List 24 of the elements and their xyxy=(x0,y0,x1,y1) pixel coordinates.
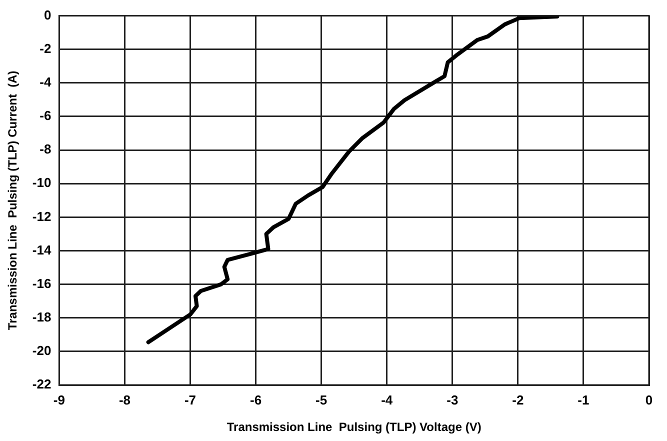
y-tick-label: -10 xyxy=(32,175,52,190)
x-tick-label: -8 xyxy=(118,392,131,408)
x-axis-title: Transmission Line Pulsing (TLP) Voltage (V) xyxy=(226,420,482,434)
x-tick-label: -9 xyxy=(53,392,65,408)
y-tick-label: -20 xyxy=(32,343,52,358)
x-tick-label: -1 xyxy=(578,392,590,408)
y-tick-label: -8 xyxy=(40,142,52,157)
x-tick-label: -7 xyxy=(184,392,196,408)
x-tick-label: -2 xyxy=(512,392,524,408)
x-tick-label: -6 xyxy=(250,392,262,408)
y-axis-title: Transmission Line Pulsing (TLP) Current (A) xyxy=(6,70,20,330)
y-tick-label: 0 xyxy=(44,7,52,22)
y-tick-label: -12 xyxy=(32,208,52,224)
y-tick-label: -22 xyxy=(32,376,52,392)
x-tick-label: -3 xyxy=(446,392,458,408)
y-tick-label: -16 xyxy=(32,276,52,291)
y-tick-label: -14 xyxy=(32,242,52,258)
x-tick-label: 0 xyxy=(645,392,653,408)
x-tick-label: -4 xyxy=(381,392,394,408)
y-tick-label: -6 xyxy=(40,108,52,124)
y-tick-label: -4 xyxy=(40,74,52,90)
x-tick-label: -5 xyxy=(316,392,328,408)
y-tick-label: -2 xyxy=(40,40,52,56)
y-tick-label: -18 xyxy=(32,309,52,324)
